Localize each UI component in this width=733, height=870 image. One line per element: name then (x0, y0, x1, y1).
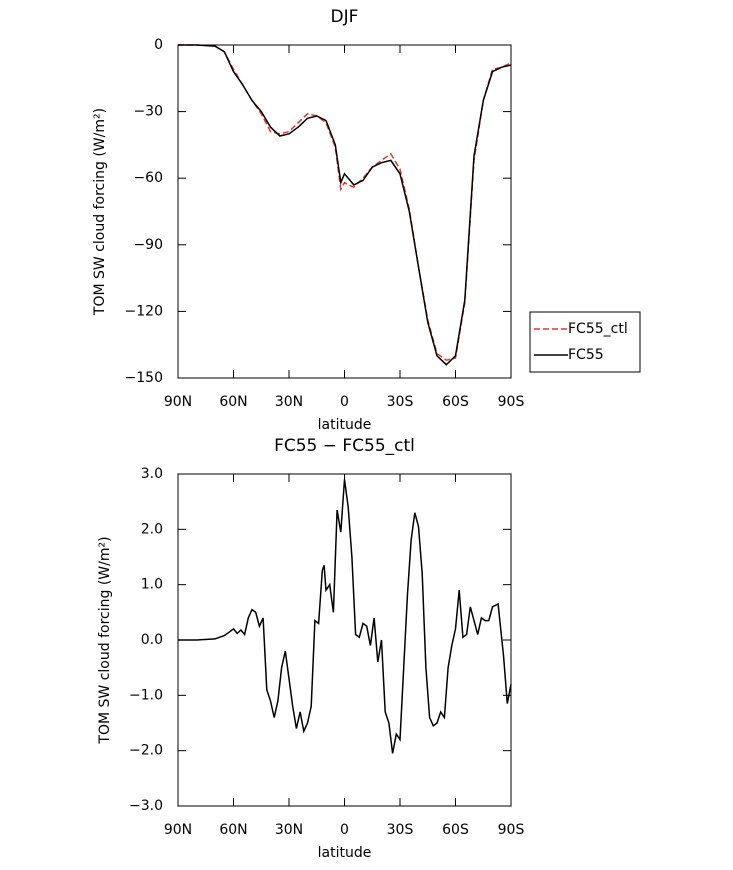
y-axis-label: TOM SW cloud forcing (W/m²) (97, 536, 113, 744)
x-tick-label: 90N (164, 394, 192, 410)
legend-box (529, 311, 641, 373)
chart-title: DJF (331, 7, 359, 27)
plot-frame (177, 44, 512, 379)
y-tick-label: 0.0 (141, 632, 163, 648)
plot-frame (177, 473, 512, 807)
x-tick-label: 60N (219, 394, 247, 410)
y-tick-label: −90 (133, 237, 163, 253)
x-tick-label: 90N (164, 822, 192, 838)
x-tick-label: 30S (387, 822, 414, 838)
y-tick-label: −60 (133, 170, 163, 186)
x-tick-label: 30S (387, 394, 414, 410)
y-tick-label: 1.0 (141, 577, 163, 593)
y-tick-label: −120 (125, 303, 163, 319)
y-tick-label: 3.0 (141, 466, 163, 482)
chart-title: FC55 − FC55_ctl (274, 436, 415, 456)
x-axis-label: latitude (318, 845, 372, 861)
x-tick-label: 0 (340, 822, 349, 838)
x-tick-label: 60N (219, 822, 247, 838)
y-tick-label: −30 (133, 104, 163, 120)
y-tick-label: 2.0 (141, 521, 163, 537)
y-tick-label: 0 (154, 37, 163, 53)
x-tick-label: 90S (498, 822, 525, 838)
data-line (178, 479, 512, 754)
x-tick-label: 30N (275, 822, 303, 838)
x-tick-label: 90S (498, 394, 525, 410)
x-axis-label: latitude (318, 417, 372, 433)
x-tick-label: 0 (340, 394, 349, 410)
data-line (178, 44, 512, 366)
legend-label: FC55 (568, 347, 604, 363)
y-tick-label: −150 (125, 370, 163, 386)
y-tick-label: −1.0 (129, 687, 163, 703)
x-tick-label: 60S (442, 394, 469, 410)
y-axis-label: TOM SW cloud forcing (W/m²) (92, 108, 108, 316)
x-tick-label: 60S (442, 822, 469, 838)
data-line (178, 44, 512, 362)
x-tick-label: 30N (275, 394, 303, 410)
y-tick-label: −3.0 (129, 798, 163, 814)
y-tick-label: −2.0 (129, 743, 163, 759)
legend-label: FC55_ctl (568, 321, 628, 337)
